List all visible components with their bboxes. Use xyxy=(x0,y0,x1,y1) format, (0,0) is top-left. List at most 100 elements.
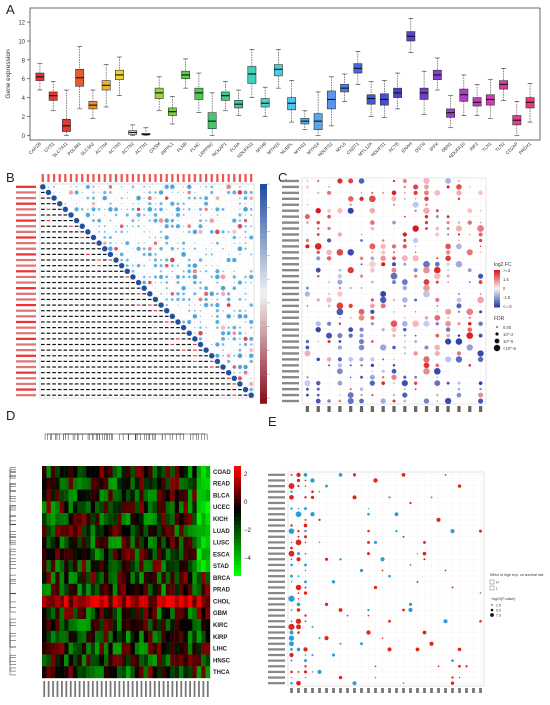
heatmap-cell xyxy=(183,572,189,584)
legend-gradient-segment xyxy=(494,284,500,287)
diagonal-dot xyxy=(248,392,254,398)
correlation-value-mark xyxy=(114,377,118,379)
correlation-dot xyxy=(80,208,84,211)
correlation-value-mark xyxy=(159,315,163,317)
y-tick-label-mark xyxy=(268,659,285,662)
bubble xyxy=(339,642,342,645)
bubble xyxy=(328,186,330,188)
x-tick-label: MYH11 xyxy=(293,141,307,155)
heatmap-cell xyxy=(170,489,175,502)
heatmap-cell xyxy=(95,630,100,643)
heatmap-cell xyxy=(143,595,149,608)
heatmap-cell xyxy=(59,513,65,526)
correlation-value-mark xyxy=(142,388,146,391)
heatmap-cell xyxy=(156,477,162,490)
heatmap-cell xyxy=(121,466,127,478)
heatmap-cell xyxy=(165,548,171,561)
correlation-dot xyxy=(85,212,91,218)
heatmap-cell xyxy=(95,489,100,502)
row-label-mark xyxy=(16,337,36,340)
correlation-value-mark xyxy=(215,383,220,385)
panel-letter-a: A xyxy=(6,2,15,17)
dendrogram-branch xyxy=(9,635,16,648)
x-tick-label-mark xyxy=(414,406,418,412)
heatmap-cell xyxy=(59,642,65,655)
correlation-value-mark xyxy=(46,248,51,250)
row-label-mark xyxy=(16,208,36,211)
heatmap-cell xyxy=(81,666,87,679)
bubble xyxy=(337,207,343,214)
heatmap-cell xyxy=(183,524,189,537)
correlation-value-mark xyxy=(52,276,56,278)
correlation-dot xyxy=(175,212,180,217)
diagonal-dot xyxy=(118,262,125,269)
box-24 xyxy=(340,73,350,102)
correlation-value-mark xyxy=(46,343,51,346)
heatmap-cell xyxy=(183,489,189,502)
correlation-value-mark xyxy=(114,276,118,278)
correlation-value-mark xyxy=(114,349,118,351)
bubble xyxy=(391,190,397,196)
heatmap-cell xyxy=(64,489,69,502)
heatmap-cell xyxy=(134,666,140,679)
correlation-dot xyxy=(244,355,247,357)
correlation-value-mark xyxy=(74,265,79,267)
heatmap-cell xyxy=(174,489,180,502)
correlation-value-mark xyxy=(159,383,163,385)
heatmap-cell xyxy=(126,477,131,490)
correlation-value-mark xyxy=(69,321,73,323)
dendrogram-branch xyxy=(201,433,208,440)
bubble xyxy=(392,345,396,350)
diagonal-dot xyxy=(96,240,102,246)
heatmap-cell xyxy=(72,654,78,667)
correlation-value-mark xyxy=(187,372,192,374)
correlation-value-mark xyxy=(119,310,124,312)
x-tick-label-mark xyxy=(346,688,349,693)
correlation-value-mark xyxy=(41,208,45,210)
correlation-value-mark xyxy=(125,298,130,301)
correlation-dot xyxy=(209,230,214,234)
heatmap-cell xyxy=(192,619,197,632)
bubble xyxy=(402,682,405,684)
heatmap-cell xyxy=(205,572,211,584)
correlation-dot xyxy=(198,297,203,302)
bubble xyxy=(303,523,308,528)
heatmap-cell xyxy=(187,513,193,526)
row-label-mark xyxy=(16,298,36,301)
bubble xyxy=(380,296,387,304)
correlation-value-mark xyxy=(86,242,90,244)
heatmap-cell xyxy=(174,548,180,561)
bubble xyxy=(304,291,311,297)
heatmap-cell xyxy=(130,572,136,584)
correlation-value-mark xyxy=(131,377,135,379)
column-label-mark xyxy=(171,174,174,182)
x-tick-label: IPPK xyxy=(429,141,441,153)
correlation-value-mark xyxy=(198,349,203,351)
correlation-dot xyxy=(181,285,186,291)
correlation-dot xyxy=(244,292,247,295)
heatmap-cell xyxy=(183,642,189,655)
heatmap-cell xyxy=(121,572,127,584)
bubble xyxy=(325,484,328,488)
bubble xyxy=(304,541,307,544)
heatmap-cell xyxy=(68,513,74,526)
heatmap-cell xyxy=(99,654,105,667)
correlation-dot xyxy=(220,274,226,280)
correlation-value-mark xyxy=(148,349,152,351)
size-legend-dot xyxy=(490,608,494,612)
legend-gradient-segment xyxy=(494,287,500,289)
correlation-value-mark xyxy=(204,388,208,391)
bubble xyxy=(290,670,293,674)
correlation-value-mark xyxy=(69,225,73,227)
panel-letter-d: D xyxy=(6,408,16,423)
correlation-value-mark xyxy=(57,281,62,284)
correlation-dot xyxy=(121,220,123,222)
column-label-mark xyxy=(154,174,157,182)
heatmap-cell xyxy=(59,501,65,514)
correlation-dot xyxy=(243,364,248,370)
x-tick-label-mark xyxy=(430,688,433,693)
heatmap-cell xyxy=(187,654,193,667)
heatmap-cell xyxy=(108,548,113,561)
heatmap-cell xyxy=(68,607,74,620)
heatmap-cell xyxy=(95,654,100,667)
